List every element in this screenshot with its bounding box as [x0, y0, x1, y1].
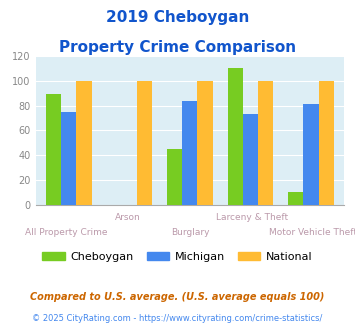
Bar [76, 81, 92, 205]
Bar [61, 112, 76, 205]
Text: Motor Vehicle Theft: Motor Vehicle Theft [269, 228, 355, 237]
Text: Burglary: Burglary [171, 228, 209, 237]
Bar [182, 101, 197, 205]
Bar [288, 192, 304, 205]
Legend: Cheboygan, Michigan, National: Cheboygan, Michigan, National [38, 248, 317, 267]
Text: Arson: Arson [115, 213, 141, 222]
Text: Compared to U.S. average. (U.S. average equals 100): Compared to U.S. average. (U.S. average … [30, 292, 325, 302]
Bar [304, 104, 319, 205]
Bar [243, 114, 258, 205]
Bar [167, 149, 182, 205]
Text: © 2025 CityRating.com - https://www.cityrating.com/crime-statistics/: © 2025 CityRating.com - https://www.city… [32, 314, 323, 323]
Bar [197, 81, 213, 205]
Bar [319, 81, 334, 205]
Bar [258, 81, 273, 205]
Bar [228, 68, 243, 205]
Text: Property Crime Comparison: Property Crime Comparison [59, 40, 296, 54]
Text: 2019 Cheboygan: 2019 Cheboygan [106, 10, 249, 25]
Text: All Property Crime: All Property Crime [25, 228, 108, 237]
Bar [137, 81, 152, 205]
Bar [46, 94, 61, 205]
Text: Larceny & Theft: Larceny & Theft [215, 213, 288, 222]
